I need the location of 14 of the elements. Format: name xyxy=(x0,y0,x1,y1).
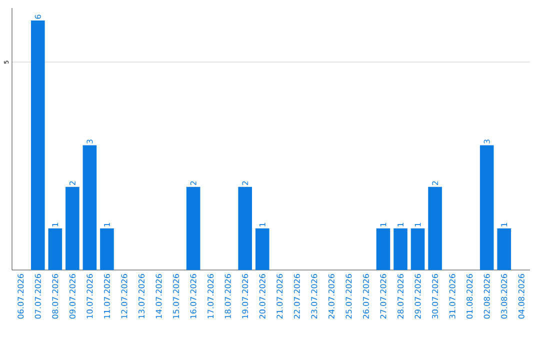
bar xyxy=(428,186,442,270)
bar xyxy=(82,145,97,270)
bar xyxy=(186,186,200,270)
bar xyxy=(238,186,252,270)
bar xyxy=(480,145,494,270)
bar xyxy=(30,20,45,270)
bar xyxy=(100,228,114,270)
bar xyxy=(410,228,425,270)
bar xyxy=(497,228,512,270)
bar xyxy=(66,186,80,270)
bar xyxy=(376,228,390,270)
bar xyxy=(48,228,62,270)
bar xyxy=(394,228,408,270)
bar xyxy=(255,228,270,270)
